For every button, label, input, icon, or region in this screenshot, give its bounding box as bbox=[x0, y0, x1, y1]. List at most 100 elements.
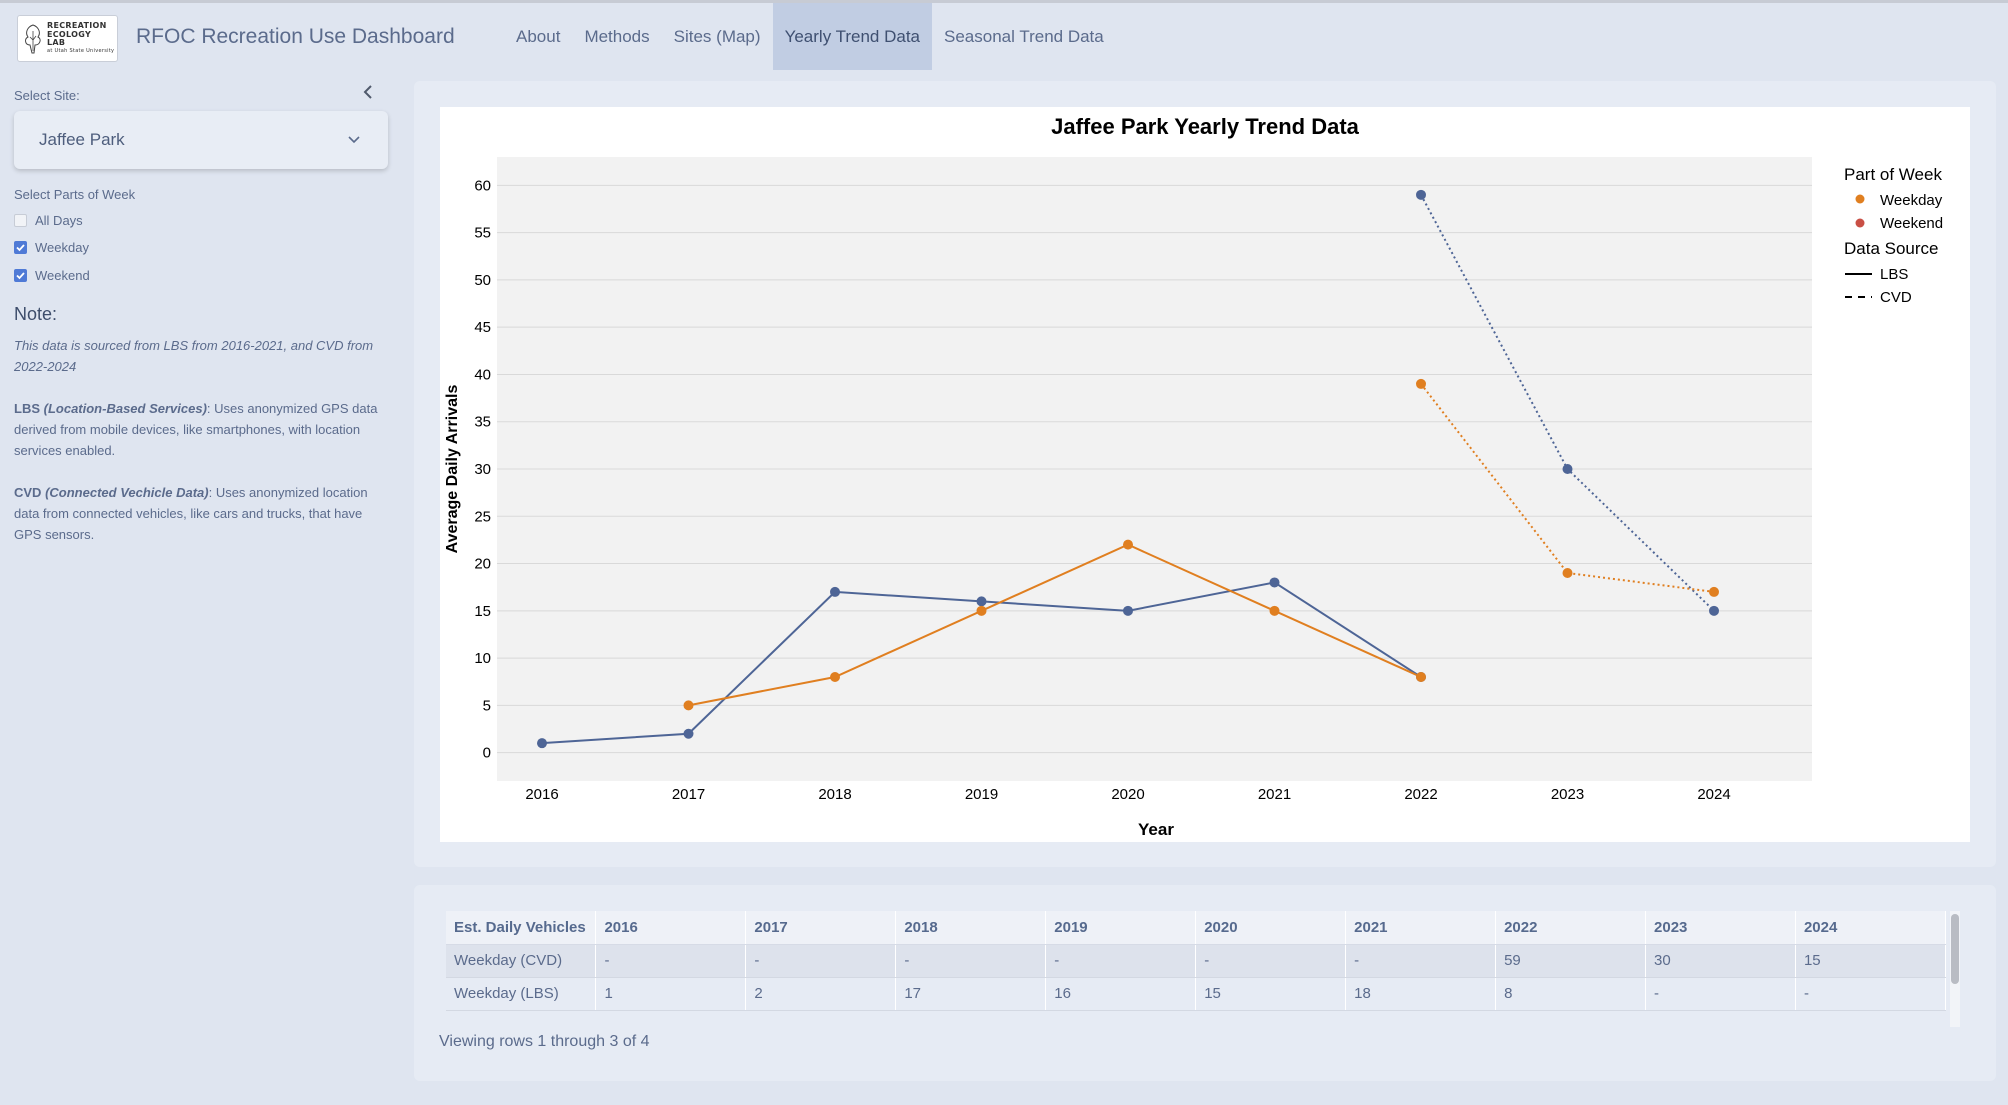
table-cell: 30 bbox=[1645, 944, 1796, 978]
x-tick-label: 2024 bbox=[1697, 786, 1730, 803]
column-header[interactable]: 2019 bbox=[1045, 911, 1197, 945]
checkbox-box[interactable] bbox=[14, 240, 27, 254]
data-point[interactable] bbox=[1416, 672, 1426, 682]
checkbox-box[interactable] bbox=[14, 268, 27, 282]
data-point[interactable] bbox=[1123, 605, 1133, 616]
x-tick-label: 2016 bbox=[525, 786, 558, 803]
note-cvd: CVD (Connected Vechicle Data): Uses anon… bbox=[14, 482, 392, 545]
logo-line4: at Utah State University bbox=[47, 47, 115, 54]
x-tick-label: 2023 bbox=[1551, 786, 1584, 803]
column-header[interactable]: Est. Daily Vehicles bbox=[446, 911, 597, 945]
table-scrollbar[interactable] bbox=[1950, 911, 1960, 1027]
y-tick-label: 15 bbox=[474, 603, 491, 620]
tab-yearly-trend-data[interactable]: Yearly Trend Data bbox=[772, 3, 933, 70]
logo-line1: RECREATION bbox=[47, 21, 107, 31]
y-tick-label: 60 bbox=[474, 177, 491, 194]
data-point[interactable] bbox=[976, 605, 987, 616]
checkbox-box[interactable] bbox=[14, 213, 27, 227]
data-table-scroll[interactable]: Est. Daily Vehicles 2016 2017 2018 2019 … bbox=[446, 911, 1946, 1027]
series-line bbox=[688, 543, 1422, 707]
legend-title-data-source: Data Source bbox=[1844, 239, 1939, 258]
tab-seasonal-trend-data[interactable]: Seasonal Trend Data bbox=[944, 26, 1104, 46]
checkbox-all-days[interactable]: All Days bbox=[14, 211, 83, 229]
table-cell: - bbox=[745, 944, 897, 978]
data-point[interactable] bbox=[1269, 605, 1280, 616]
x-tick-label: 2017 bbox=[672, 786, 705, 803]
data-point[interactable] bbox=[976, 596, 987, 607]
chevron-left-icon bbox=[363, 85, 372, 99]
site-select[interactable]: Jaffee Park bbox=[14, 111, 388, 169]
checkmark-icon bbox=[16, 243, 25, 251]
data-point[interactable] bbox=[1123, 539, 1133, 550]
column-header[interactable]: 2021 bbox=[1345, 911, 1497, 945]
data-point[interactable] bbox=[1562, 568, 1573, 578]
table-cell: 59 bbox=[1495, 944, 1647, 978]
column-header[interactable]: 2018 bbox=[895, 911, 1047, 945]
legend-item-cvd[interactable]: CVD bbox=[1880, 289, 1912, 306]
note-source: This data is sourced from LBS from 2016-… bbox=[14, 335, 392, 377]
tab-about[interactable]: About bbox=[516, 26, 561, 46]
tree-bird-icon bbox=[25, 23, 41, 53]
column-header[interactable]: 2020 bbox=[1195, 911, 1347, 945]
table-cell: 18 bbox=[1345, 977, 1497, 1011]
column-header[interactable]: 2022 bbox=[1495, 911, 1647, 945]
series-layer bbox=[537, 189, 1719, 749]
data-point[interactable] bbox=[683, 728, 694, 739]
column-header[interactable]: 2016 bbox=[595, 911, 747, 945]
table-row: Weekday (LBS) 1 2 17 16 15 18 8 - - bbox=[446, 977, 1946, 1011]
data-point[interactable] bbox=[1416, 378, 1426, 389]
x-tick-label: 2022 bbox=[1404, 786, 1437, 803]
lbs-term: LBS bbox=[14, 401, 40, 416]
data-point[interactable] bbox=[1709, 605, 1719, 616]
data-point[interactable] bbox=[537, 738, 547, 749]
legend-marker-weekday bbox=[1855, 194, 1865, 204]
nav-tabs: About Methods Sites (Map) Yearly Trend D… bbox=[504, 3, 1116, 70]
data-point[interactable] bbox=[830, 672, 840, 682]
y-tick-label: 20 bbox=[474, 556, 491, 573]
cvd-term: CVD bbox=[14, 485, 42, 500]
navbar: RECREATION ECOLOGY LAB at Utah State Uni… bbox=[0, 0, 2008, 70]
x-tick-label: 2019 bbox=[965, 786, 998, 803]
table-row: Weekday (CVD) - - - - - - 59 30 15 bbox=[446, 944, 1946, 978]
checkbox-label: Weekend bbox=[35, 267, 90, 283]
legend-item-lbs[interactable]: LBS bbox=[1880, 266, 1908, 283]
table-row-info: Viewing rows 1 through 3 of 4 bbox=[439, 1033, 650, 1050]
checkbox-weekend[interactable]: Weekend bbox=[14, 266, 90, 284]
data-point[interactable] bbox=[1562, 464, 1573, 474]
tick-labels: 0 5 10 15 20 25 30 35 40 45 50 55 60 2016 2017 2018 2019… bbox=[474, 177, 1730, 803]
column-header[interactable]: 2024 bbox=[1795, 911, 1946, 945]
y-tick-label: 5 bbox=[483, 697, 491, 714]
checkbox-weekday[interactable]: Weekday bbox=[14, 238, 89, 256]
lbs-term-full: (Location-Based Services) bbox=[43, 401, 207, 416]
recreation-ecology-lab-logo[interactable]: RECREATION ECOLOGY LAB at Utah State Uni… bbox=[17, 15, 118, 62]
y-tick-label: 25 bbox=[474, 508, 491, 525]
checkmark-icon bbox=[16, 271, 25, 279]
site-select-value: Jaffee Park bbox=[39, 130, 125, 149]
chart-svg: 0 5 10 15 20 25 30 35 40 45 50 55 60 2016 2017 2018 2019… bbox=[444, 114, 1943, 839]
data-point[interactable] bbox=[1709, 586, 1719, 597]
legend: Part of Week Weekday Weekend Data Source… bbox=[1844, 165, 1943, 306]
legend-item-weekend[interactable]: Weekend bbox=[1880, 215, 1943, 232]
column-header[interactable]: 2023 bbox=[1645, 911, 1796, 945]
legend-item-weekday[interactable]: Weekday bbox=[1880, 192, 1943, 209]
chart-title: Jaffee Park Yearly Trend Data bbox=[1051, 114, 1360, 139]
table-cell: 16 bbox=[1045, 977, 1197, 1011]
sidebar: Select Site: Jaffee Park Select Parts of… bbox=[0, 70, 400, 1105]
table-cell: - bbox=[895, 944, 1047, 978]
data-point[interactable] bbox=[683, 700, 694, 711]
tab-methods[interactable]: Methods bbox=[584, 26, 650, 46]
data-point[interactable] bbox=[830, 586, 840, 597]
column-header[interactable]: 2017 bbox=[745, 911, 897, 945]
table-cell: - bbox=[1045, 944, 1197, 978]
table-scrollbar-thumb[interactable] bbox=[1951, 914, 1959, 984]
tab-sites-map[interactable]: Sites (Map) bbox=[673, 26, 761, 46]
table-cell: 17 bbox=[895, 977, 1047, 1011]
y-tick-label: 45 bbox=[474, 319, 491, 336]
y-tick-label: 35 bbox=[474, 414, 491, 431]
note-source-text: This data is sourced from LBS from 2016-… bbox=[14, 338, 374, 374]
data-point[interactable] bbox=[1416, 189, 1426, 200]
x-tick-label: 2021 bbox=[1258, 786, 1291, 803]
data-point[interactable] bbox=[1269, 577, 1280, 588]
table-cell: - bbox=[1345, 944, 1497, 978]
sidebar-collapse-button[interactable] bbox=[358, 82, 378, 102]
